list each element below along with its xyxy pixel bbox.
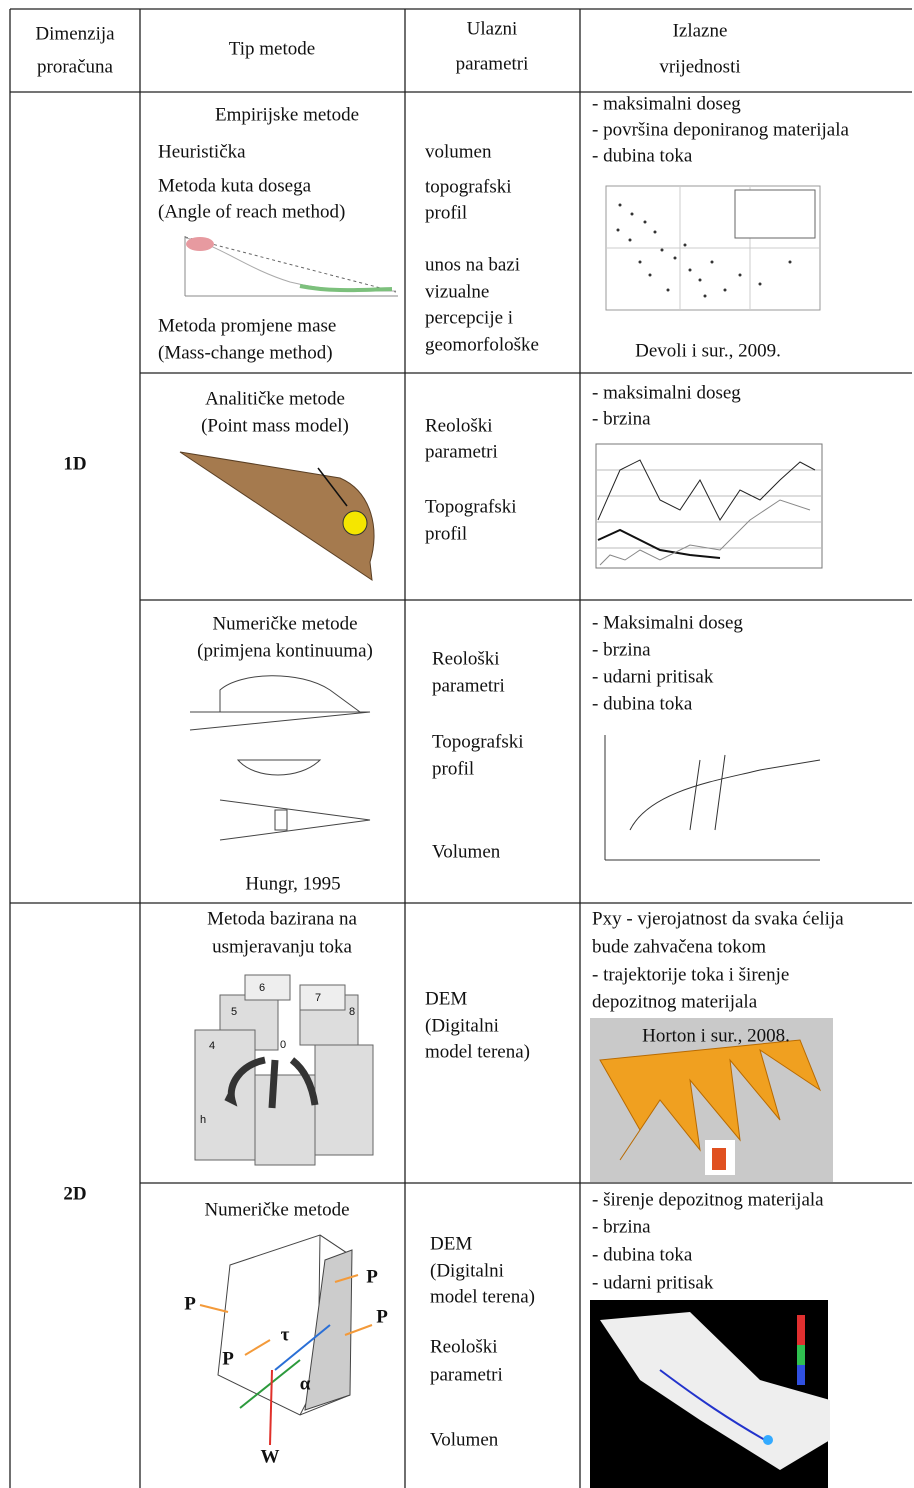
figure-label: 6 — [259, 982, 265, 994]
figure-label: 4 — [209, 1040, 215, 1052]
output-text: bude zahvačena tokom — [592, 936, 766, 957]
output-text: - površina deponiranog materijala — [592, 119, 850, 140]
figure-label: 8 — [349, 1006, 355, 1018]
input-text: Reološki — [425, 415, 493, 436]
figure-caption: Horton i sur., 2008. — [642, 1025, 790, 1046]
input-text: Volumen — [432, 841, 501, 862]
input-text: profil — [425, 202, 467, 223]
figure-label: W — [261, 1446, 280, 1467]
simulation-figure — [590, 1300, 830, 1488]
output-text: depozitnog materijala — [592, 991, 758, 1012]
figure-label: P — [366, 1266, 378, 1287]
method-item: Metoda kuta dosega — [158, 175, 312, 196]
figure-caption: Hungr, 1995 — [245, 873, 340, 894]
input-text: profil — [432, 758, 474, 779]
point-mass-figure — [179, 451, 375, 582]
input-text: percepcije i — [425, 307, 513, 328]
output-text: - maksimalni doseg — [592, 382, 741, 403]
header-cell: Dimenzija — [35, 23, 115, 44]
input-text: Topografski — [425, 496, 517, 517]
header-cell: Tip metode — [229, 38, 315, 59]
input-text: Reološki — [432, 648, 500, 669]
output-text: - dubina toka — [592, 1244, 693, 1265]
input-text: DEM — [425, 988, 467, 1009]
figure-label: 0 — [280, 1039, 286, 1051]
figure-label: P — [184, 1293, 196, 1314]
horton-map-figure — [590, 1018, 833, 1182]
output-text: - brzina — [592, 639, 651, 660]
output-text: - brzina — [592, 1216, 651, 1237]
method-title: Numeričke metode — [204, 1199, 349, 1220]
input-text: parametri — [432, 675, 505, 696]
flow-routing-figure — [194, 974, 374, 1166]
output-text: - brzina — [592, 408, 651, 429]
figure-caption: Devoli i sur., 2009. — [635, 340, 781, 361]
input-text: parametri — [430, 1364, 503, 1385]
method-title: Metoda bazirana na — [207, 908, 357, 929]
input-text: volumen — [425, 141, 492, 162]
method-item: Metoda promjene mase — [158, 315, 336, 336]
force-element-figure — [199, 1234, 373, 1446]
figure-label: τ — [281, 1324, 290, 1345]
figure-label: h — [200, 1114, 206, 1126]
dimension-label: 1D — [63, 453, 86, 474]
header-cell: parametri — [456, 53, 529, 74]
method-title: Analitičke metode — [205, 388, 345, 409]
devoli-scatter-figure — [605, 185, 821, 311]
continuum-figure — [189, 675, 371, 841]
input-text: model terena) — [425, 1041, 530, 1062]
header-cell: vrijednosti — [659, 56, 740, 77]
input-text: topografski — [425, 176, 512, 197]
method-title: Empirijske metode — [215, 104, 359, 125]
output-text: - udarni pritisak — [592, 666, 714, 687]
figure-label: P — [376, 1306, 388, 1327]
input-text: (Digitalni — [430, 1260, 504, 1281]
output-text: - trajektorije toka i širenje — [592, 964, 789, 985]
input-text: unos na bazi — [425, 254, 520, 275]
input-text: model terena) — [430, 1286, 535, 1307]
input-text: (Digitalni — [425, 1015, 499, 1036]
method-title: (Point mass model) — [201, 415, 349, 436]
input-text: Reološki — [430, 1336, 498, 1357]
figure-label: α — [300, 1373, 311, 1394]
method-item: (Mass-change method) — [158, 342, 333, 363]
output-text: - širenje depozitnog materijala — [592, 1189, 824, 1210]
method-title: (primjena kontinuuma) — [197, 640, 373, 661]
figure-label: 5 — [231, 1006, 237, 1018]
figure-label: 7 — [315, 992, 321, 1004]
flow-diagram-figure — [604, 735, 821, 861]
header-cell: Izlazne — [673, 20, 728, 41]
output-text: - dubina toka — [592, 693, 693, 714]
velocity-chart-figure — [595, 443, 823, 569]
header-cell: proračuna — [37, 56, 114, 77]
angle-of-reach-figure — [184, 236, 398, 297]
figure-label: P — [222, 1348, 234, 1369]
output-text: - maksimalni doseg — [592, 93, 741, 114]
input-text: profil — [425, 523, 467, 544]
input-text: Volumen — [430, 1429, 499, 1450]
input-text: parametri — [425, 441, 498, 462]
input-text: vizualne — [425, 281, 489, 302]
output-text: - udarni pritisak — [592, 1272, 714, 1293]
method-title: usmjeravanju toka — [212, 936, 352, 957]
method-item: (Angle of reach method) — [158, 201, 345, 222]
method-item: Heuristička — [158, 141, 246, 162]
method-title: Numeričke metode — [212, 613, 357, 634]
header-cell: Ulazni — [467, 18, 518, 39]
input-text: geomorfološke — [425, 334, 539, 355]
output-text: - dubina toka — [592, 145, 693, 166]
input-text: Topografski — [432, 731, 524, 752]
table-borders — [9, 8, 912, 1488]
output-text: - Maksimalni doseg — [592, 612, 743, 633]
input-text: DEM — [430, 1233, 472, 1254]
dimension-label: 2D — [63, 1183, 86, 1204]
output-text: Pxy - vjerojatnost da svaka ćelija — [592, 908, 844, 929]
